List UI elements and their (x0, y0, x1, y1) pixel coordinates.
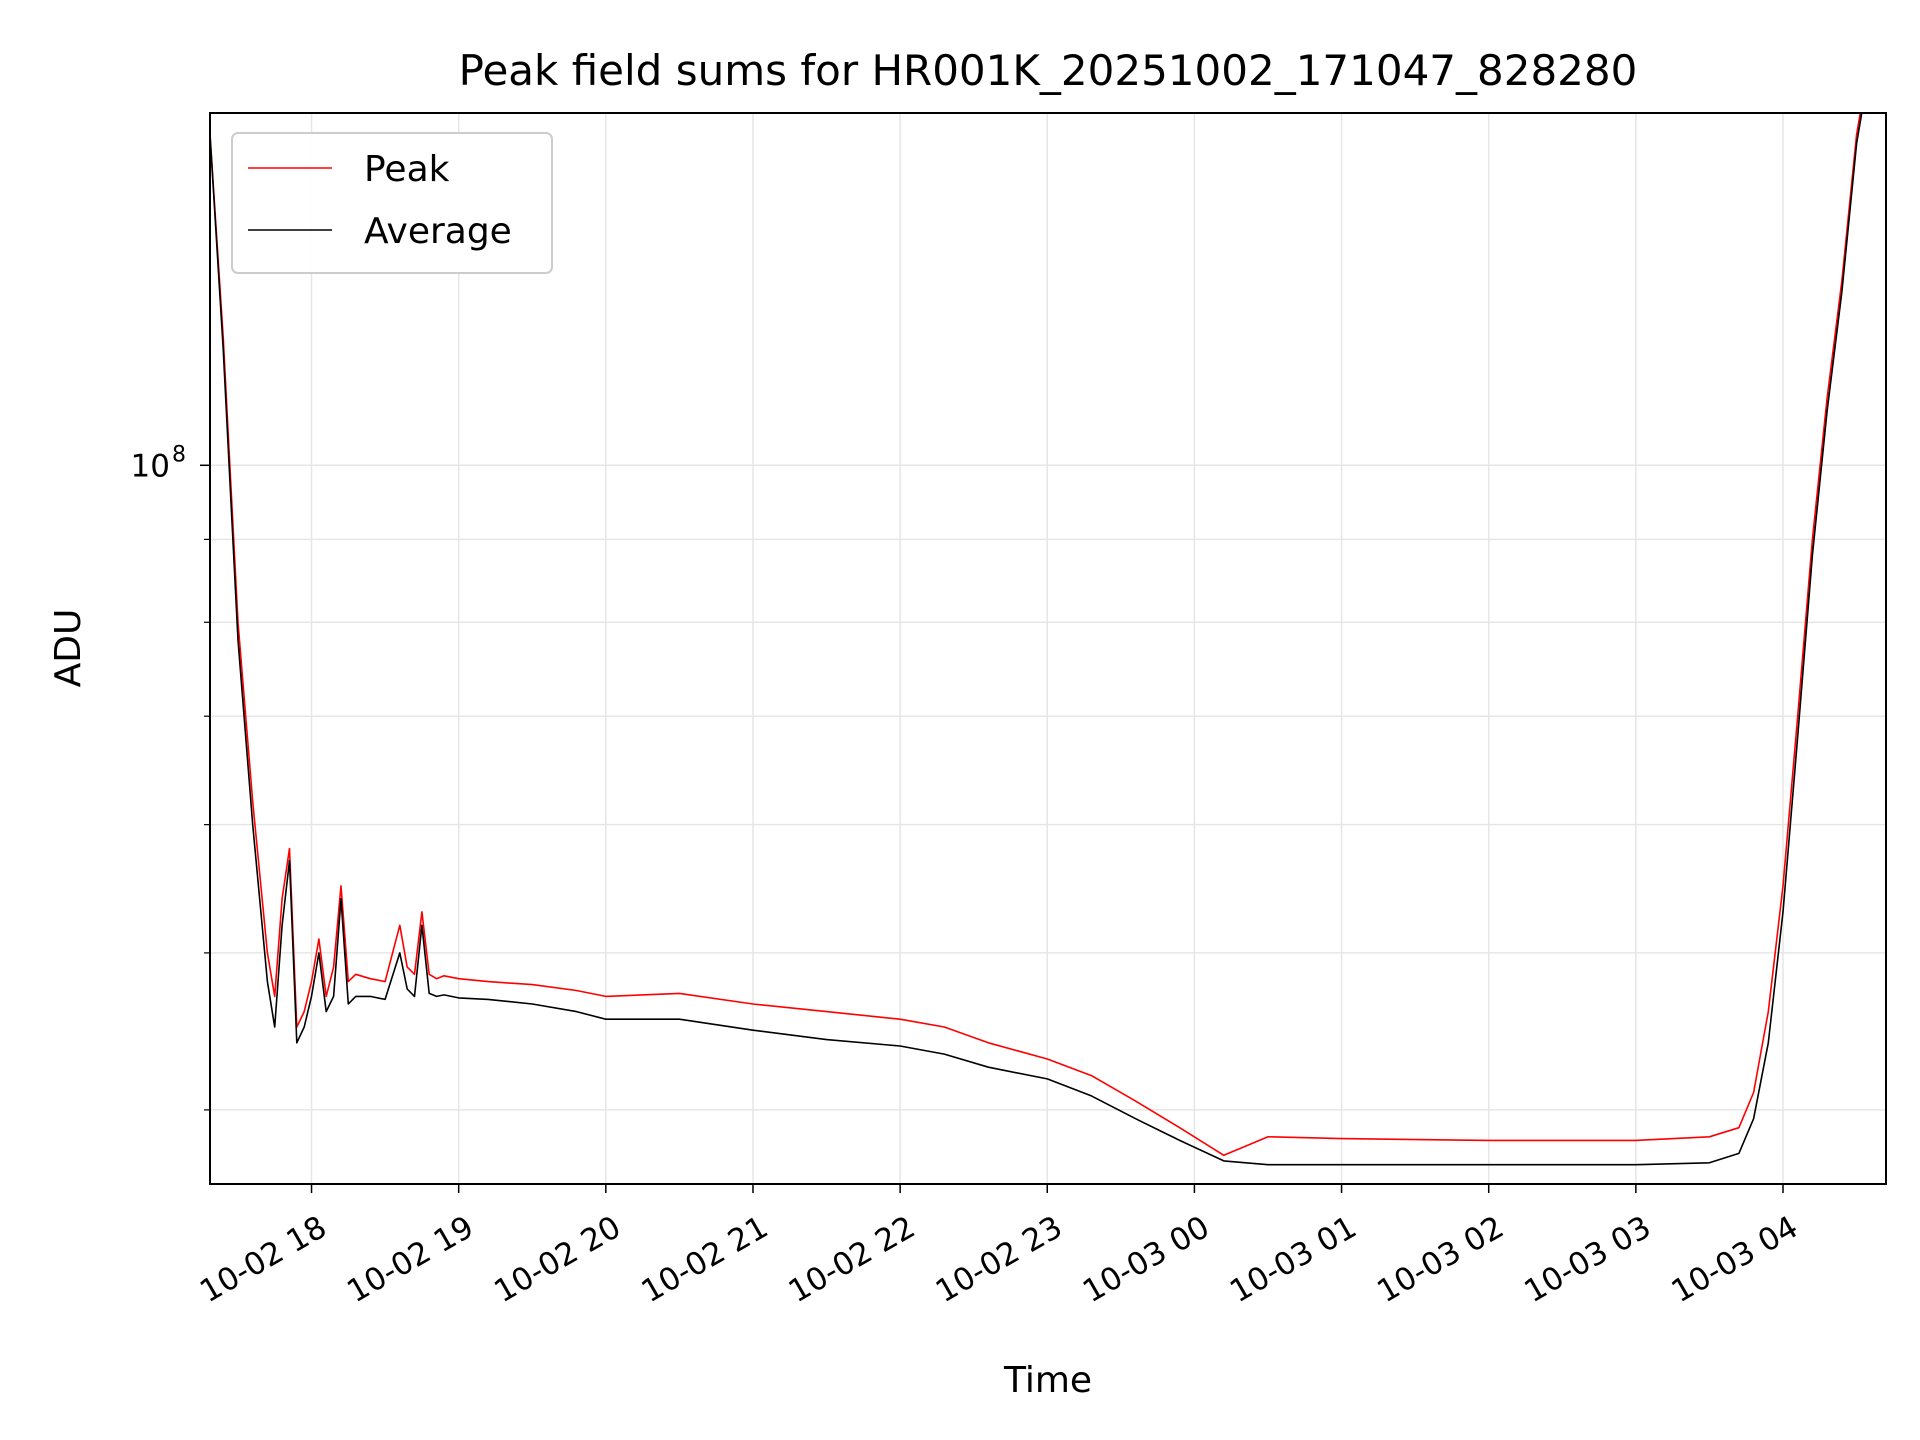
y-axis-label: ADU (48, 609, 89, 688)
grid (210, 113, 1886, 1184)
series-group (210, 113, 1863, 1166)
chart-title: Peak field sums for HR001K_20251002_1710… (459, 46, 1638, 95)
legend-label-peak: Peak (364, 149, 450, 190)
y-tick-label-exponent: 8 (172, 442, 186, 467)
legend-label-average: Average (364, 211, 512, 252)
plot-series (210, 113, 1863, 1166)
y-axis-ticks: 10 8 (131, 442, 210, 1111)
legend: Peak Average (231, 132, 553, 274)
y-tick-label: 10 8 (131, 442, 186, 484)
series-line-peak (210, 113, 1862, 1157)
x-axis-label: Time (1003, 1360, 1092, 1401)
series-line-average (210, 113, 1863, 1166)
y-tick-label-base: 10 (131, 448, 170, 484)
